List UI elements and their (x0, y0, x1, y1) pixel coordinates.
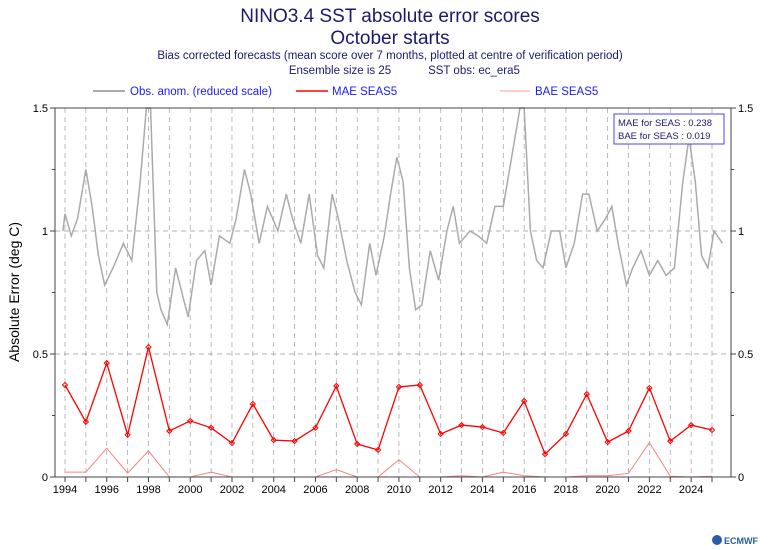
x-tick-label: 2008 (345, 484, 369, 496)
y-tick-label: 1 (42, 226, 48, 238)
x-tick-label: 2014 (470, 484, 494, 496)
mae-point (708, 426, 716, 434)
summary-bae: BAE for SEAS : 0.019 (618, 131, 710, 142)
x-tick-label: 2010 (387, 484, 411, 496)
mae-line (64, 346, 713, 456)
mae-point (395, 383, 403, 391)
x-tick-label: 2006 (303, 484, 327, 496)
mae-point (82, 418, 90, 426)
mae-point (520, 397, 528, 405)
legend-bae-label: BAE SEAS5 (535, 86, 598, 98)
summary-mae: MAE for SEAS : 0.238 (618, 118, 712, 129)
ensemble-label: Ensemble size is 25 (289, 65, 391, 77)
obs-label: SST obs: ec_era5 (428, 65, 520, 77)
x-tick-label: 2000 (178, 484, 202, 496)
y-tick-label-right: 1.5 (738, 103, 753, 115)
mae-point (207, 424, 215, 432)
summary-box: MAE for SEAS : 0.238 BAE for SEAS : 0.01… (613, 113, 725, 145)
mae-point (687, 421, 695, 429)
y-tick-label-right: 1 (738, 226, 744, 238)
x-tick-label: 2002 (220, 484, 244, 496)
mae-point (353, 440, 361, 448)
obs-anomaly-line (62, 107, 724, 328)
x-tick-label: 2012 (428, 484, 452, 496)
mae-point (124, 431, 131, 439)
x-tick-label: 1998 (136, 484, 160, 496)
mae-point (145, 343, 152, 351)
mae-point (374, 446, 382, 454)
mae-point (270, 436, 277, 444)
mae-point (228, 439, 236, 447)
mae-point (312, 424, 319, 432)
axes: 0 0 0.5 0.5 1 1 1.5 1.5 1994 1996 1998 2000 2002 2004… (33, 103, 754, 496)
series-layer (61, 107, 724, 478)
mae-point (646, 384, 653, 392)
chart-subtitle: October starts (330, 28, 449, 49)
chart-subtitle2: Bias corrected forecasts (mean score ove… (157, 50, 622, 62)
mae-point (416, 381, 424, 389)
legend-mae-label: MAE SEAS5 (332, 86, 397, 98)
mae-point (333, 382, 340, 390)
mae-point (604, 438, 611, 446)
mae-point (103, 359, 110, 367)
mae-point (249, 400, 257, 408)
x-tick-label: 2020 (595, 484, 619, 496)
y-tick-label: 0.5 (33, 349, 48, 361)
y-axis-label: Absolute Error (deg C) (6, 222, 22, 362)
mae-point (437, 430, 444, 438)
mae-point (61, 381, 69, 389)
mae-point (479, 423, 486, 431)
mae-point (500, 429, 507, 437)
ecmwf-logo: ECMWF (712, 535, 758, 546)
chart-title: NINO3.4 SST absolute error scores (240, 6, 540, 27)
legend: Obs. anom. (reduced scale) MAE SEAS5 BAE… (93, 86, 598, 98)
x-tick-label: 1994 (53, 484, 77, 496)
x-tick-label: 2024 (679, 484, 703, 496)
mae-point (458, 421, 465, 429)
mae-point (291, 437, 298, 445)
mae-point (166, 427, 173, 435)
x-tick-label: 2016 (512, 484, 536, 496)
y-tick-label-right: 0 (738, 472, 744, 484)
mae-point (187, 417, 194, 425)
x-tick-label: 2022 (637, 484, 661, 496)
x-tick-label: 2018 (554, 484, 578, 496)
y-tick-label-right: 0.5 (738, 349, 753, 361)
mae-point (541, 450, 549, 458)
legend-obs-label: Obs. anom. (reduced scale) (130, 86, 272, 98)
x-tick-label: 1996 (94, 484, 118, 496)
mae-point (562, 430, 570, 438)
mae-point (583, 390, 590, 398)
y-tick-label: 1.5 (33, 103, 48, 115)
mae-point (625, 427, 632, 435)
mae-point (667, 437, 674, 445)
y-tick-label: 0 (42, 472, 48, 484)
bae-line (65, 441, 713, 478)
svg-text:ECMWF: ECMWF (724, 536, 758, 546)
x-tick-label: 2004 (261, 484, 285, 496)
